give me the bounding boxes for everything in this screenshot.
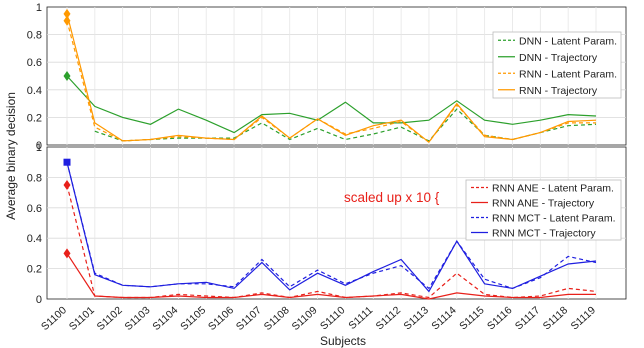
x-tick-label: S1108 (262, 304, 292, 333)
series-line (94, 108, 597, 142)
x-tick-label: S1118 (541, 304, 571, 332)
y-tick-label: 0.8 (27, 172, 42, 184)
y-tick-label: 0.4 (27, 85, 42, 97)
legend-label: RNN MCT - Latent Param. (492, 213, 616, 225)
series-line (66, 75, 597, 134)
x-tick-label: S1119 (569, 304, 599, 332)
series-line (66, 13, 597, 144)
legend-label: RNN - Trajectory (519, 85, 598, 97)
x-tick-label: S1110 (318, 304, 348, 332)
x-tick-label: S1101 (67, 304, 97, 333)
data-point (63, 15, 71, 26)
series-line (66, 253, 596, 300)
y-tick-label: 1 (36, 2, 42, 14)
data-point (63, 71, 71, 81)
x-tick-label: S1116 (485, 304, 515, 332)
data-point (63, 248, 71, 259)
bottom-panel: 00.20.40.60.81S1100S1101S1102S1103S1104S… (27, 142, 627, 333)
x-tick-label: S1103 (123, 304, 153, 333)
legend-label: RNN - Latent Param. (519, 68, 617, 80)
y-tick-label: 0.6 (27, 203, 42, 215)
x-tick-label: S1107 (234, 304, 264, 333)
y-tick-label: 0.2 (27, 112, 42, 124)
top-panel: 0 0.2 0.4 0.6 0.8 1 DNN - Latent Param. DNN - T… (27, 2, 627, 152)
y-axis-label: Average binary decision (4, 92, 18, 220)
x-tick-label: S1112 (374, 304, 404, 332)
x-tick-label: S1114 (429, 304, 459, 332)
x-tick-label: S1105 (178, 304, 208, 333)
legend (465, 179, 622, 241)
data-point (63, 8, 71, 19)
series-line (66, 162, 597, 293)
y-tick-label: 0.4 (27, 233, 42, 245)
x-axis-label: Subjects (320, 334, 366, 348)
x-tick-label: S1104 (150, 304, 180, 333)
x-tick-label: S1117 (513, 304, 543, 332)
annotation: scaled up x 10 { (344, 190, 440, 205)
y-tick-label: 0.2 (27, 264, 42, 276)
x-tick-label: S1102 (95, 304, 125, 333)
data-point (63, 158, 71, 166)
y-tick-label: 1 (36, 142, 42, 154)
legend-label: DNN - Latent Param. (519, 35, 617, 47)
legend-label: RNN ANE - Trajectory (492, 198, 595, 210)
x-tick-label: S1100 (39, 304, 69, 333)
legend-label: DNN - Trajectory (519, 52, 598, 64)
data-point (63, 180, 71, 190)
x-tick-label: S1113 (402, 304, 432, 332)
x-tick-label: S1111 (346, 304, 375, 332)
legend-label: RNN ANE - Latent Param. (492, 183, 614, 195)
y-tick-label: 0 (36, 294, 42, 306)
y-tick-label: 0.8 (27, 30, 42, 42)
x-tick-label: S1115 (457, 304, 487, 332)
y-tick-label: 0.6 (27, 57, 42, 69)
x-tick-label: S1106 (206, 304, 236, 333)
legend (492, 31, 622, 99)
y-tick-label: 0 (36, 140, 42, 152)
legend-label: RNN MCT - Trajectory (492, 228, 596, 240)
x-tick-label: S1109 (290, 304, 320, 333)
